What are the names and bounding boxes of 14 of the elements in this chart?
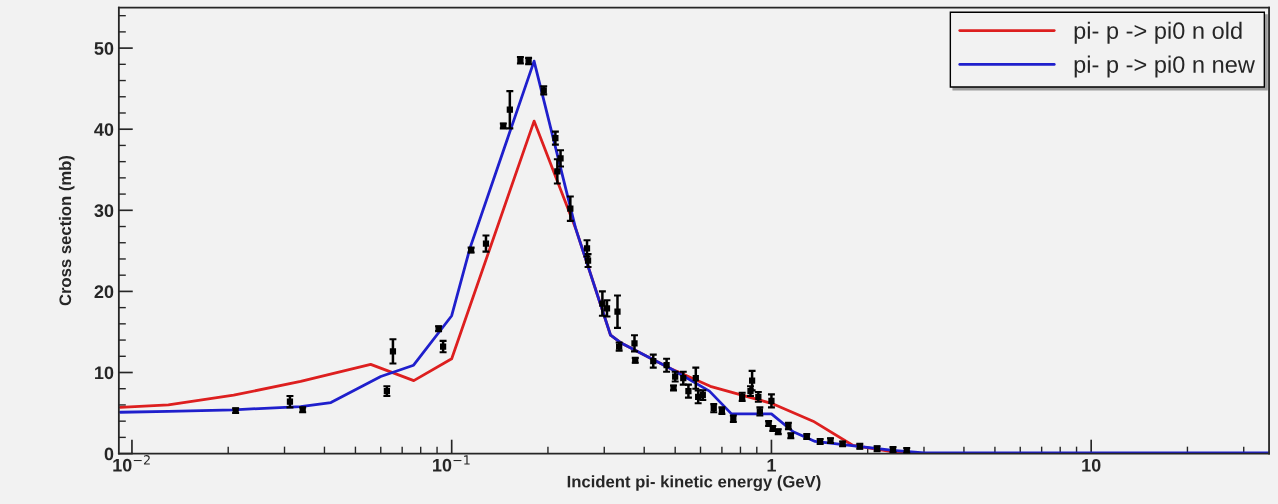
y-tick-label: 20 — [94, 285, 114, 299]
legend-label: pi- p -> pi0 n old — [1074, 21, 1242, 44]
x-tick-label: 1 — [767, 459, 776, 472]
x-tick-label: 10$^{−2}$ — [113, 455, 150, 472]
y-tick-label: 10 — [95, 366, 114, 380]
x-tick-label: 10$^{−1}$ — [433, 455, 470, 472]
y-axis-title: Cross section (mb) — [58, 155, 75, 306]
x-axis-title: Incident pi- kinetic energy (GeV) — [567, 475, 821, 491]
y-tick-label: 50 — [94, 42, 114, 55]
x-tick-label: 10 — [1082, 458, 1101, 472]
y-tick-label: 0 — [104, 447, 114, 461]
legend-label: pi- p -> pi0 n new — [1074, 55, 1255, 78]
y-tick-label: 40 — [94, 123, 114, 136]
y-tick-label: 30 — [94, 204, 114, 218]
